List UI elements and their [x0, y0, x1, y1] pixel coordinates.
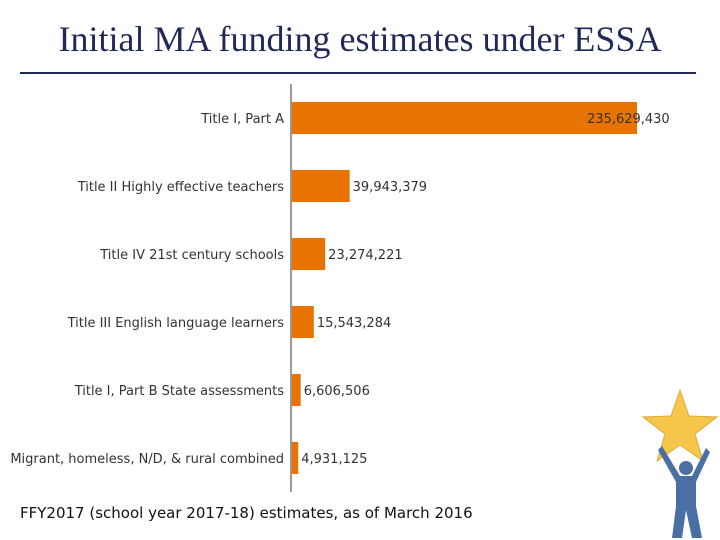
bar: [291, 238, 326, 270]
bar: [291, 442, 299, 474]
value-label: 15,543,284: [317, 316, 391, 331]
figure-body: [658, 446, 710, 538]
slide-title: Initial MA funding estimates under ESSA: [58, 19, 662, 59]
bar-chart: Title I, Part A 235,629,430 Title II Highl…: [10, 84, 670, 492]
category-label: Title I, Part A: [200, 112, 284, 127]
value-label: 39,943,379: [353, 180, 427, 195]
bar: [291, 306, 314, 338]
bars-layer: Title I, Part A 235,629,430 Title II Highl…: [10, 102, 670, 474]
value-label: 23,274,221: [328, 248, 402, 263]
figure-head: [679, 461, 693, 475]
star-icon: [641, 388, 719, 463]
bar: [291, 170, 350, 202]
title-underline: [20, 72, 696, 74]
star-person-icon: [641, 388, 719, 538]
category-label: Title I, Part B State assessments: [74, 384, 285, 399]
bar: [291, 374, 301, 406]
bar: [291, 102, 637, 134]
value-label: 235,629,430: [587, 112, 670, 127]
category-label: Title II Highly effective teachers: [77, 180, 285, 195]
footnote: FFY2017 (school year 2017-18) estimates,…: [20, 504, 473, 522]
category-label: Migrant, homeless, N/D, & rural combined: [10, 452, 284, 467]
category-label: Title IV 21st century schools: [99, 248, 284, 263]
value-label: 4,931,125: [301, 452, 367, 467]
category-label: Title III English language learners: [67, 316, 285, 331]
value-label: 6,606,506: [304, 384, 370, 399]
